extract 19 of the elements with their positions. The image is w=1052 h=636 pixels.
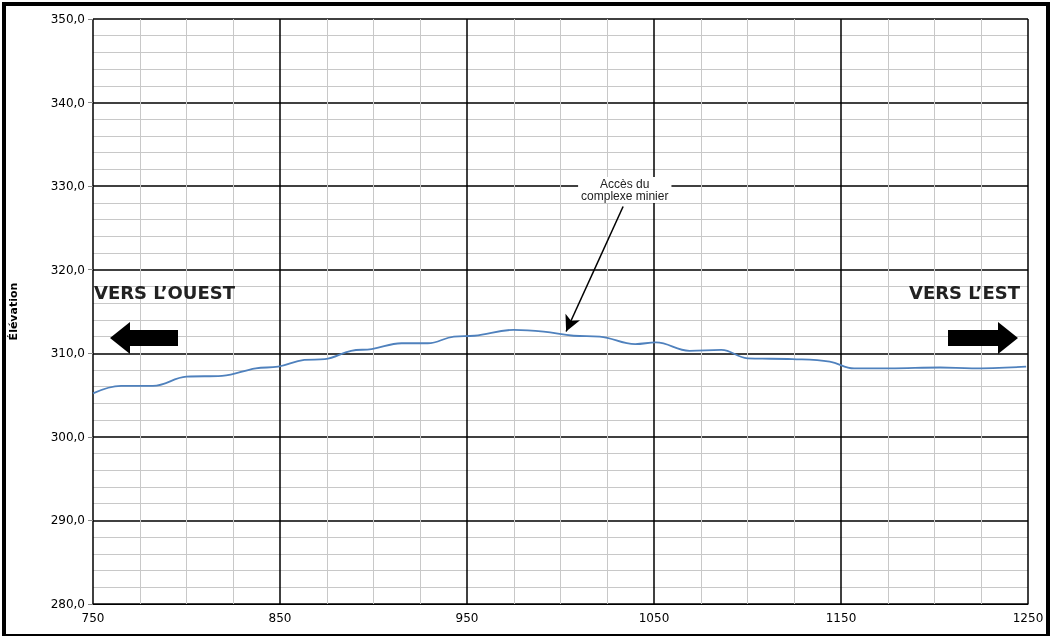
y-tick-label: 310,0 <box>50 346 85 361</box>
y-tick-label: 330,0 <box>50 179 85 194</box>
x-tick-label: 1150 <box>825 611 857 625</box>
x-tick-label: 850 <box>268 611 292 625</box>
x-tick-label: 1050 <box>638 611 670 625</box>
y-tick-label: 320,0 <box>50 262 85 277</box>
line-series <box>92 328 1028 395</box>
annotation: Accès du complexe minier <box>581 176 669 203</box>
y-tick-label: 340,0 <box>50 95 85 110</box>
y-axis-title: Élévation <box>7 282 20 341</box>
y-tick-label: 290,0 <box>50 513 85 528</box>
y-tick-label: 350,0 <box>50 12 85 26</box>
x-tick-label: 950 <box>455 611 479 625</box>
x-tick-label: 1250 <box>1012 611 1044 625</box>
annotation: VERS L’EST <box>908 281 1021 303</box>
y-tick-label: 280,0 <box>50 597 85 611</box>
y-tick-label: 300,0 <box>50 429 85 444</box>
x-tick-label: 750 <box>81 611 105 625</box>
annotation: VERS L’OUEST <box>94 281 236 303</box>
